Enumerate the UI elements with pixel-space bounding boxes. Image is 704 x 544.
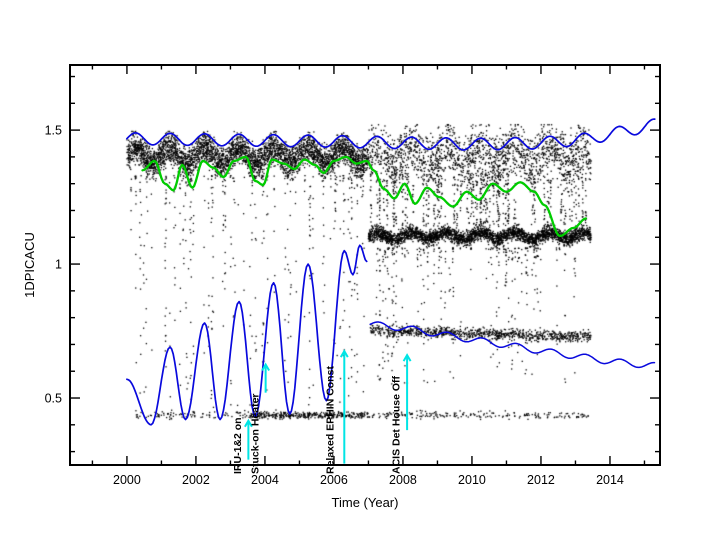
x-tick-label: 2002 — [182, 473, 210, 487]
y-axis-label: 1DPICACU — [22, 232, 37, 298]
y-tick-label: 0.5 — [45, 392, 62, 406]
x-tick-label: 2012 — [527, 473, 555, 487]
x-tick-label: 2004 — [251, 473, 279, 487]
annotation-label: Relaxed EPHIN Const — [324, 366, 336, 474]
x-axis-label: Time (Year) — [332, 495, 399, 510]
annotation-label: Stuck-on Heater — [250, 393, 262, 474]
annotation-arrowhead-icon — [261, 362, 270, 372]
annotation-arrowhead-icon — [244, 418, 253, 428]
x-tick-label: 2010 — [458, 473, 486, 487]
y-tick-label: 1.5 — [45, 124, 62, 138]
plot-frame — [69, 64, 661, 466]
seasonal-blue-left-line — [126, 244, 368, 426]
x-tick-label: 2008 — [389, 473, 417, 487]
annotation-label: ACIS Det House Off — [391, 375, 403, 474]
y-tick-label: 1 — [55, 258, 62, 272]
x-tick-label: 2000 — [113, 473, 141, 487]
upper-blue-envelope-line — [126, 118, 656, 151]
annotation-arrowhead-icon — [402, 353, 412, 362]
lower-blue-late-line — [369, 321, 656, 369]
x-tick-label: 2014 — [596, 473, 624, 487]
annotation-arrowhead-icon — [339, 349, 349, 358]
annotation-label: IRU-1&2 on — [232, 417, 244, 474]
green-model-line — [141, 155, 587, 238]
x-tick-label: 2006 — [320, 473, 348, 487]
